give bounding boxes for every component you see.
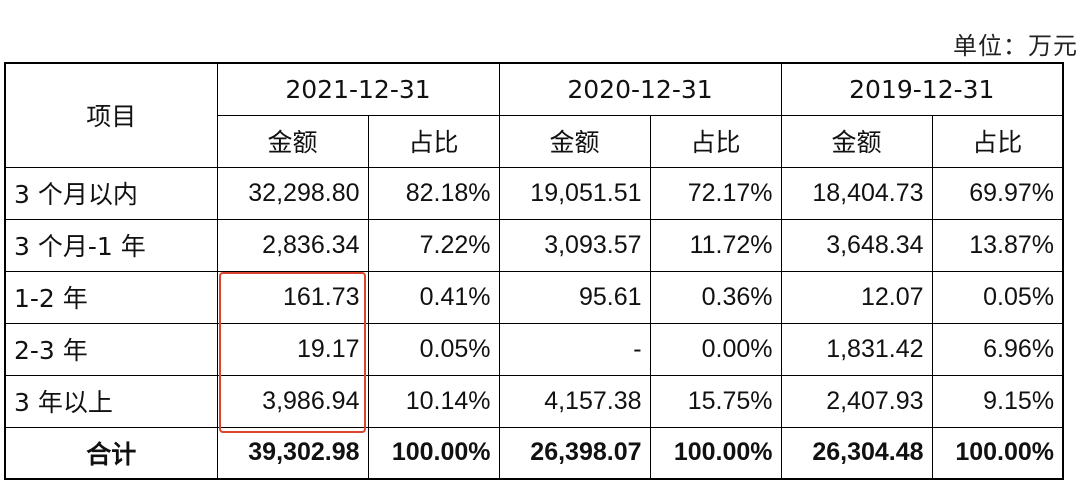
total-cell: 100.00%: [931, 426, 1064, 480]
total-cell: 26,304.48: [780, 426, 933, 480]
table-cell: 10.14%: [367, 374, 500, 428]
column-header-amount: 金额: [498, 114, 651, 168]
table-cell: 19,051.51: [498, 166, 651, 220]
table-cell: 161.73: [216, 270, 369, 324]
table-cell: 0.05%: [367, 322, 500, 376]
total-row: 合计 39,302.98 100.00% 26,398.07 100.00% 2…: [4, 426, 1064, 480]
table-cell: 3,648.34: [780, 218, 933, 272]
unit-label: 单位：万元: [953, 32, 1078, 60]
table-cell: 12.07: [780, 270, 933, 324]
column-header-ratio: 占比: [649, 114, 782, 168]
table-cell: 13.87%: [931, 218, 1064, 272]
table-row: 3 个月-1 年 2,836.34 7.22% 3,093.57 11.72% …: [4, 218, 1064, 272]
column-header-2020: 2020-12-31: [498, 62, 782, 116]
table-cell: 2,407.93: [780, 374, 933, 428]
aging-table: 项目 2021-12-31 2020-12-31 2019-12-31 金额 占…: [4, 62, 1065, 480]
table-cell: 4,157.38: [498, 374, 651, 428]
table-cell: 18,404.73: [780, 166, 933, 220]
table-cell: 0.00%: [649, 322, 782, 376]
column-header-ratio: 占比: [931, 114, 1064, 168]
table-cell: 0.41%: [367, 270, 500, 324]
table-cell: 7.22%: [367, 218, 500, 272]
column-header-item: 项目: [4, 62, 218, 168]
table-row: 3 个月以内 32,298.80 82.18% 19,051.51 72.17%…: [4, 166, 1064, 220]
table-cell: 0.36%: [649, 270, 782, 324]
table-row: 3 年以上 3,986.94 10.14% 4,157.38 15.75% 2,…: [4, 374, 1064, 428]
table-cell: 19.17: [216, 322, 369, 376]
table-cell: -: [498, 322, 651, 376]
header-row-years: 项目 2021-12-31 2020-12-31 2019-12-31: [4, 62, 1064, 168]
table-cell: 69.97%: [931, 166, 1064, 220]
table-cell: 2,836.34: [216, 218, 369, 272]
column-header-amount: 金额: [216, 114, 369, 168]
table-cell: 82.18%: [367, 166, 500, 220]
table-row: 2-3 年 19.17 0.05% - 0.00% 1,831.42 6.96%: [4, 322, 1064, 376]
table-cell: 11.72%: [649, 218, 782, 272]
table-cell: 6.96%: [931, 322, 1064, 376]
table-cell: 3,986.94: [216, 374, 369, 428]
table-cell: 95.61: [498, 270, 651, 324]
total-cell: 100.00%: [367, 426, 500, 480]
row-label: 2-3 年: [4, 322, 218, 376]
column-header-2019: 2019-12-31: [780, 62, 1064, 116]
total-cell: 26,398.07: [498, 426, 651, 480]
table-cell: 32,298.80: [216, 166, 369, 220]
table-cell: 72.17%: [649, 166, 782, 220]
table-cell: 0.05%: [931, 270, 1064, 324]
table-cell: 9.15%: [931, 374, 1064, 428]
column-header-2021: 2021-12-31: [216, 62, 500, 116]
row-label: 3 年以上: [4, 374, 218, 428]
total-cell: 39,302.98: [216, 426, 369, 480]
total-label: 合计: [4, 426, 218, 480]
column-header-ratio: 占比: [367, 114, 500, 168]
total-cell: 100.00%: [649, 426, 782, 480]
table-cell: 1,831.42: [780, 322, 933, 376]
table-cell: 3,093.57: [498, 218, 651, 272]
table-cell: 15.75%: [649, 374, 782, 428]
row-label: 1-2 年: [4, 270, 218, 324]
table-row: 1-2 年 161.73 0.41% 95.61 0.36% 12.07 0.0…: [4, 270, 1064, 324]
column-header-amount: 金额: [780, 114, 933, 168]
row-label: 3 个月以内: [4, 166, 218, 220]
row-label: 3 个月-1 年: [4, 218, 218, 272]
